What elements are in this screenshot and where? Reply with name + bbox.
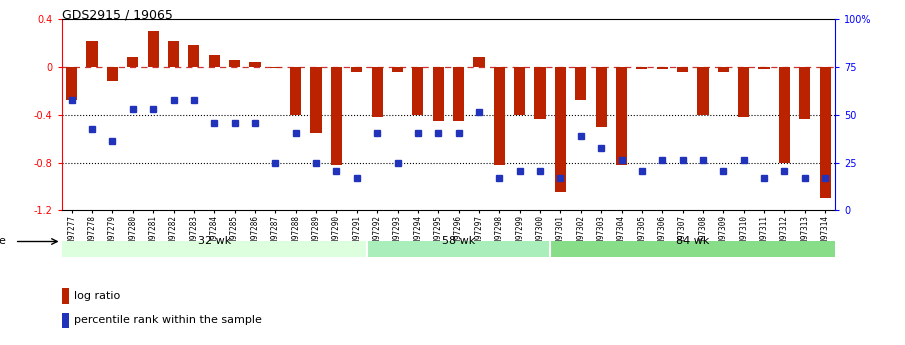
Bar bbox=[799, 67, 810, 119]
Bar bbox=[595, 67, 606, 127]
Bar bbox=[62, 241, 367, 273]
Bar bbox=[367, 241, 550, 273]
Bar bbox=[62, 288, 69, 304]
Bar bbox=[758, 67, 769, 69]
Text: 84 wk: 84 wk bbox=[676, 237, 710, 246]
Bar bbox=[310, 67, 321, 133]
Text: age: age bbox=[0, 237, 6, 246]
Bar bbox=[128, 57, 138, 67]
Bar bbox=[636, 67, 647, 69]
Text: percentile rank within the sample: percentile rank within the sample bbox=[74, 315, 262, 325]
Bar bbox=[616, 67, 627, 165]
Bar bbox=[62, 313, 69, 328]
Bar bbox=[555, 67, 566, 193]
Bar bbox=[718, 67, 729, 72]
Bar bbox=[270, 67, 281, 68]
Bar bbox=[738, 67, 749, 117]
Bar bbox=[413, 67, 424, 115]
Bar bbox=[657, 67, 668, 69]
Bar bbox=[535, 67, 546, 119]
Bar bbox=[209, 55, 220, 67]
Bar bbox=[779, 67, 790, 162]
Bar bbox=[453, 67, 464, 121]
Bar bbox=[250, 62, 261, 67]
Bar bbox=[331, 67, 342, 165]
Bar bbox=[148, 31, 158, 67]
Bar bbox=[168, 40, 179, 67]
Bar bbox=[291, 67, 301, 115]
Bar bbox=[66, 67, 77, 100]
Bar bbox=[372, 67, 383, 117]
Bar bbox=[107, 67, 118, 81]
Bar bbox=[188, 45, 199, 67]
Bar bbox=[576, 67, 586, 100]
Text: 32 wk: 32 wk bbox=[197, 237, 231, 246]
Bar bbox=[494, 67, 505, 165]
Bar bbox=[87, 40, 98, 67]
Bar bbox=[677, 67, 688, 72]
Text: log ratio: log ratio bbox=[74, 291, 120, 301]
Bar bbox=[514, 67, 525, 115]
Text: 58 wk: 58 wk bbox=[442, 237, 475, 246]
Text: GDS2915 / 19065: GDS2915 / 19065 bbox=[62, 9, 173, 22]
Bar bbox=[698, 67, 709, 115]
Bar bbox=[473, 57, 484, 67]
Bar bbox=[229, 60, 240, 67]
Bar bbox=[550, 241, 835, 273]
Bar bbox=[392, 67, 403, 72]
Bar bbox=[820, 67, 831, 198]
Bar bbox=[351, 67, 362, 72]
Bar bbox=[433, 67, 443, 121]
